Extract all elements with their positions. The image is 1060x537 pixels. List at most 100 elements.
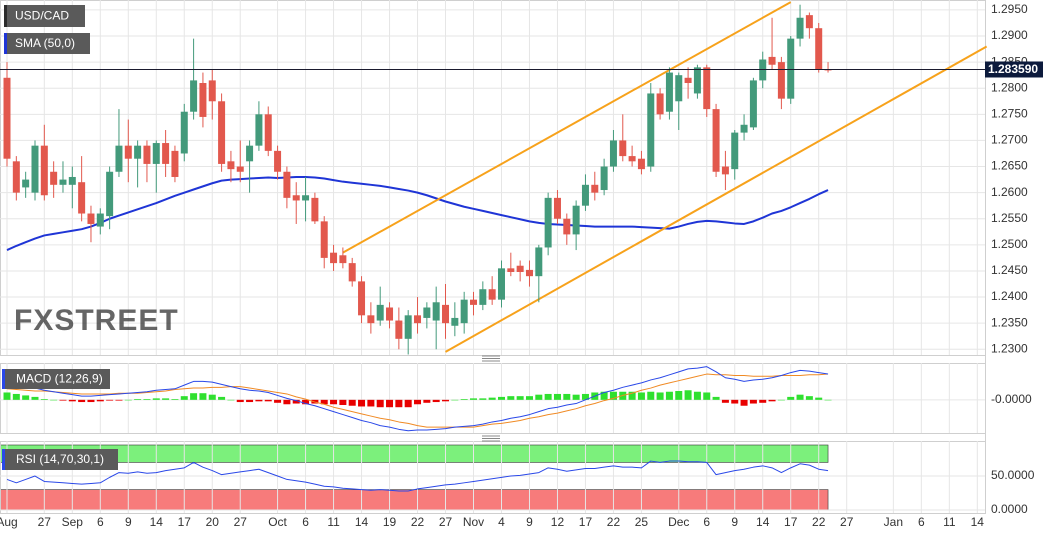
trend-line: [342, 1, 792, 254]
legend-box: [4, 33, 90, 54]
legend-label: USD/CAD: [15, 9, 69, 23]
y-tick-label: 1.2950: [991, 2, 1028, 16]
rsi-line: [6, 460, 829, 492]
histogram-bar: [414, 399, 422, 405]
x-tick-label: 11: [327, 515, 340, 529]
histogram-bar: [796, 394, 804, 400]
panel-resize-handle[interactable]: [482, 435, 500, 442]
x-tick-label: 14: [971, 515, 985, 529]
candle-body: [152, 143, 160, 164]
legend-swatch: [4, 5, 7, 27]
candle-body: [87, 213, 95, 224]
candle-body: [339, 255, 347, 264]
trend-line: [445, 45, 988, 353]
histogram-bar: [190, 393, 198, 400]
candle-body: [246, 145, 254, 162]
candle-body: [609, 140, 617, 167]
histogram-bar: [665, 391, 673, 400]
histogram-bar: [740, 399, 748, 406]
histogram-bar: [693, 391, 701, 400]
x-tick-label: 6: [703, 515, 710, 529]
x-tick-label: 4: [498, 515, 505, 529]
candle-body: [572, 205, 580, 235]
histogram-bar: [442, 399, 450, 402]
candle-body: [208, 80, 216, 102]
histogram-bar: [143, 399, 151, 400]
histogram-bar: [115, 399, 123, 401]
candle-body: [637, 158, 645, 170]
y-tick-label: 1.2500: [991, 237, 1028, 251]
x-tick-label: 6: [918, 515, 925, 529]
panel-resize-handle[interactable]: [482, 355, 500, 362]
y-tick-label: 0.0000: [991, 502, 1028, 516]
candle-body: [591, 184, 599, 193]
x-tick-label: 22: [607, 515, 621, 529]
x-tick-label: 9: [125, 515, 132, 529]
x-tick-label: Sep: [62, 515, 84, 529]
histogram-bar: [637, 392, 645, 400]
candle-body: [507, 268, 515, 272]
candle-body: [358, 281, 366, 316]
histogram-bar: [609, 391, 617, 400]
x-tick-label: 19: [383, 515, 397, 529]
watermark: FXSTREET: [14, 304, 179, 337]
x-tick-label: 27: [38, 515, 52, 529]
candle-body: [721, 166, 729, 175]
histogram-bar: [553, 393, 561, 400]
histogram-bar: [208, 394, 216, 400]
histogram-bar: [264, 399, 272, 402]
histogram-bar: [451, 399, 459, 401]
histogram-bar: [600, 391, 608, 400]
candle-body: [190, 80, 198, 112]
y-tick-label: 1.2300: [991, 341, 1028, 355]
histogram-bar: [330, 399, 338, 405]
candle-body: [563, 218, 571, 235]
candle-body: [302, 195, 310, 201]
x-tick-label: Jan: [884, 515, 903, 529]
y-tick-label: 1.2700: [991, 133, 1028, 147]
candle-body: [703, 67, 711, 110]
histogram-bar: [470, 398, 477, 400]
histogram-bar: [199, 393, 207, 400]
histogram-bar: [236, 399, 244, 403]
x-tick-label: Aug: [0, 515, 18, 529]
histogram-bar: [22, 395, 30, 400]
candle-body: [442, 304, 450, 324]
candle-body: [581, 184, 589, 206]
histogram-bar: [50, 399, 58, 401]
y-tick-label: 1.2600: [991, 185, 1028, 199]
candle-body: [320, 221, 328, 258]
histogram-bar: [320, 399, 328, 405]
candle-body: [423, 307, 431, 318]
y-tick-label: 50.0000: [991, 468, 1035, 482]
x-tick-label: 12: [551, 515, 565, 529]
candle-body: [525, 269, 533, 277]
x-tick-label: 17: [579, 515, 593, 529]
candle-body: [628, 156, 636, 162]
histogram-bar: [106, 399, 114, 401]
candle-body: [600, 166, 608, 191]
oversold-band: [0, 489, 829, 511]
y-tick-label: -0.0000: [991, 392, 1032, 406]
y-tick-label: 1.2900: [991, 28, 1028, 42]
histogram-bar: [824, 399, 832, 401]
legend-swatch: [4, 33, 7, 54]
panel-title: MACD (12,26,9): [16, 372, 103, 386]
candle-body: [768, 56, 776, 65]
candle-body: [171, 150, 179, 177]
x-tick-label: 27: [439, 515, 453, 529]
candle-body: [731, 132, 739, 170]
legend-box: [2, 369, 110, 389]
candle-body: [162, 143, 170, 164]
x-tick-label: Dec: [668, 515, 689, 529]
histogram-bar: [460, 399, 468, 400]
y-tick-label: 1.2400: [991, 289, 1028, 303]
histogram-bar: [134, 399, 142, 400]
histogram-bar: [339, 399, 347, 405]
candle-body: [330, 252, 338, 264]
histogram-bar: [423, 399, 431, 403]
x-tick-label: 6: [97, 515, 104, 529]
histogram-bar: [395, 399, 403, 408]
histogram-bar: [3, 392, 11, 400]
candle-body: [311, 197, 319, 222]
